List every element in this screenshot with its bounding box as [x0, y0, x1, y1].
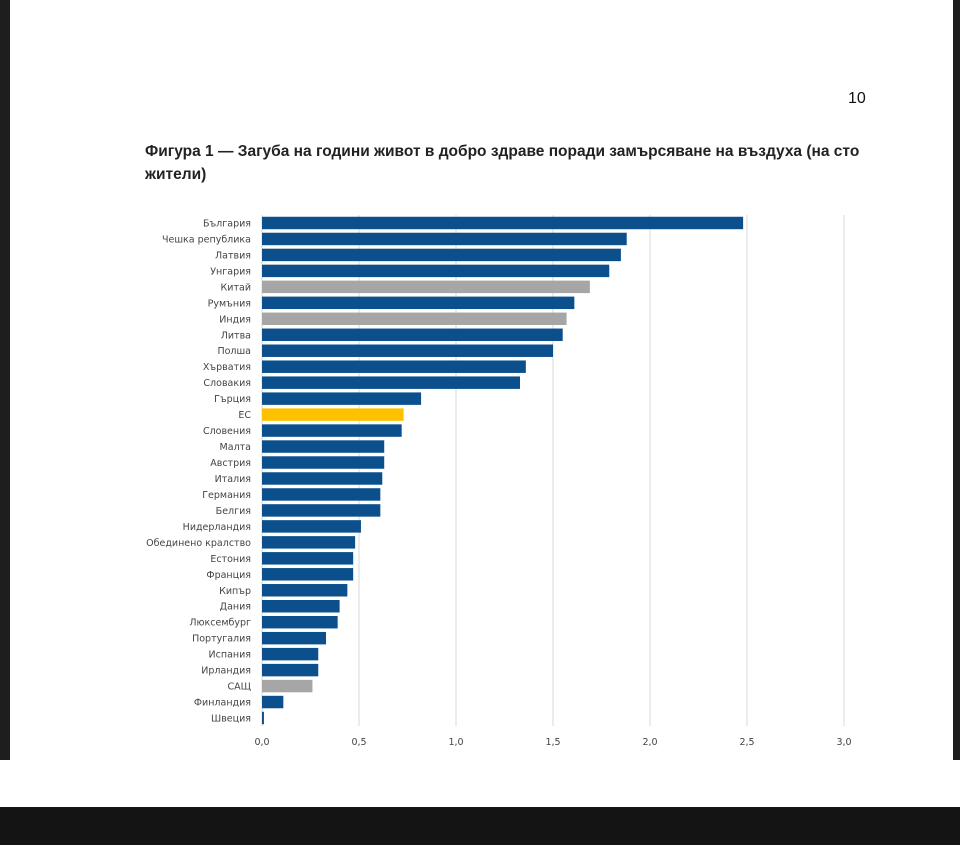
- category-label: Чешка република: [162, 234, 251, 245]
- category-label: Литва: [221, 330, 251, 341]
- category-label: Португалия: [192, 634, 251, 645]
- bar: [262, 615, 338, 629]
- bar: [262, 408, 404, 421]
- category-label: Естония: [210, 554, 251, 565]
- category-label: САЩ: [227, 682, 251, 693]
- category-label: Кипър: [219, 586, 251, 597]
- bar: [262, 296, 575, 310]
- category-label: Финландия: [194, 698, 251, 709]
- bar: [262, 711, 264, 725]
- bar: [262, 600, 340, 613]
- category-label: Люксембург: [189, 618, 251, 629]
- category-label: Франция: [206, 570, 251, 581]
- category-label: Нидерландия: [183, 522, 251, 533]
- category-label: Испания: [209, 650, 251, 661]
- bar: [262, 679, 313, 693]
- category-label: Обединено кралство: [146, 538, 251, 549]
- x-tick-label: 2,0: [642, 737, 657, 748]
- bar: [262, 440, 385, 453]
- category-label: Хърватия: [203, 362, 251, 373]
- category-label: Италия: [215, 474, 251, 485]
- bar-chart: България Чешка република Латвия Унгария Кита…: [146, 215, 852, 748]
- bar: [262, 456, 385, 469]
- category-label: Словения: [203, 426, 251, 437]
- bar: [262, 520, 361, 533]
- bar: [262, 631, 327, 645]
- x-tick-label: 3,0: [836, 737, 851, 748]
- bar: [262, 504, 381, 517]
- bar: [262, 216, 744, 230]
- page-number: 10: [848, 90, 866, 107]
- category-label: Унгария: [210, 266, 251, 277]
- bar: [262, 264, 610, 278]
- bar: [262, 424, 402, 437]
- x-tick-label: 2,5: [739, 737, 754, 748]
- category-label: Ирландия: [201, 666, 251, 677]
- category-label: Китай: [221, 282, 251, 293]
- category-labels: България Чешка република Латвия Унгария Кита…: [146, 218, 251, 724]
- category-label: България: [203, 218, 251, 229]
- bar: [262, 536, 356, 549]
- bar: [262, 663, 319, 677]
- category-label: Индия: [219, 314, 251, 325]
- category-label: Белгия: [216, 506, 251, 517]
- category-label: Дания: [220, 602, 251, 613]
- x-tick-label: 0,5: [351, 737, 366, 748]
- x-tick-label: 1,5: [545, 737, 560, 748]
- bar: [262, 248, 621, 262]
- category-label: Гърция: [214, 394, 251, 405]
- bar: [262, 568, 354, 581]
- category-label: Латвия: [215, 250, 251, 261]
- bar: [262, 392, 422, 405]
- x-tick-labels: 0,0 0,5 1,0 1,5 2,0 2,5 3,0: [254, 737, 851, 748]
- category-label: Малта: [220, 442, 251, 453]
- bar: [262, 584, 348, 597]
- category-label: Австрия: [210, 458, 251, 469]
- x-tick-label: 1,0: [448, 737, 463, 748]
- category-label: Словакия: [203, 378, 251, 389]
- bar: [262, 695, 284, 709]
- category-label: Швеция: [211, 714, 251, 725]
- figure-title: Фигура 1 — Загуба на години живот в добр…: [145, 143, 860, 183]
- viewer-bottom-margin: [0, 760, 960, 807]
- category-label: ЕС: [238, 410, 251, 421]
- viewer-footer-strip: [0, 807, 960, 845]
- bar: [262, 552, 354, 565]
- bar: [262, 328, 563, 341]
- category-label: Румъния: [208, 298, 251, 309]
- category-label: Полша: [217, 346, 251, 357]
- bar: [262, 360, 526, 373]
- bars: [262, 216, 744, 725]
- bar: [262, 488, 381, 501]
- bar: [262, 647, 319, 661]
- bar: [262, 344, 553, 357]
- bar: [262, 280, 590, 294]
- bar: [262, 232, 627, 246]
- bar: [262, 312, 567, 326]
- category-label: Германия: [202, 490, 251, 501]
- x-tick-label: 0,0: [254, 737, 269, 748]
- bar: [262, 472, 383, 485]
- bar: [262, 376, 521, 389]
